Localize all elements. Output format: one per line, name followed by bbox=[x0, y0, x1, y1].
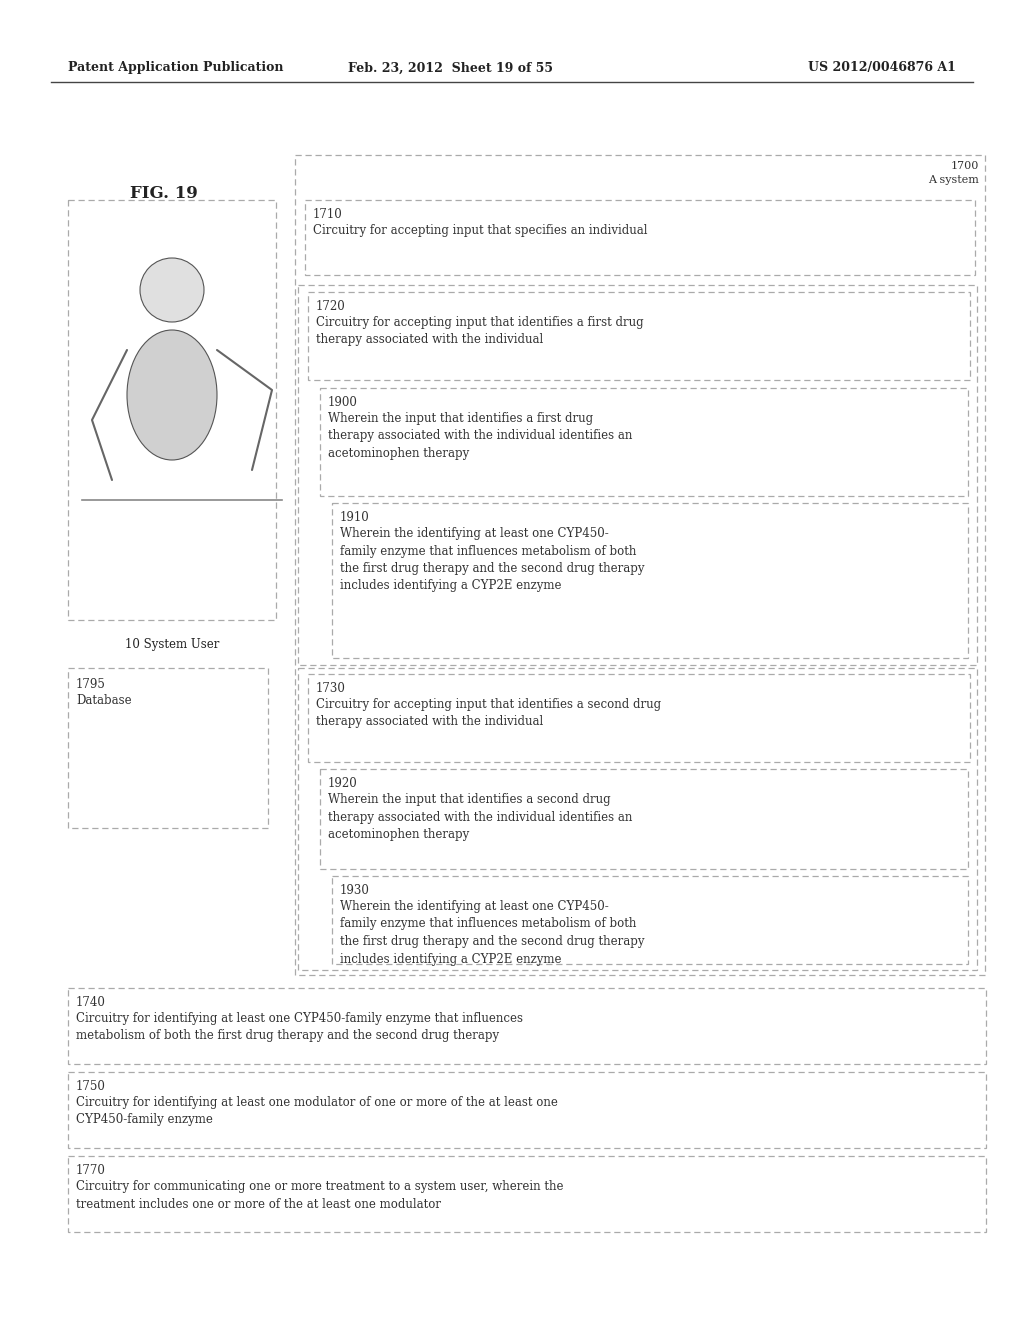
Bar bbox=[68, 987, 986, 1064]
Text: 1720: 1720 bbox=[316, 300, 346, 313]
Text: Circuitry for communicating one or more treatment to a system user, wherein the
: Circuitry for communicating one or more … bbox=[76, 1180, 563, 1210]
Text: Wherein the identifying at least one CYP450-
family enzyme that influences metab: Wherein the identifying at least one CYP… bbox=[340, 527, 644, 593]
Text: 1730: 1730 bbox=[316, 682, 346, 696]
Text: Circuitry for identifying at least one CYP450-family enzyme that influences
meta: Circuitry for identifying at least one C… bbox=[76, 1012, 523, 1043]
Ellipse shape bbox=[127, 330, 217, 459]
Text: 1920: 1920 bbox=[328, 777, 357, 789]
Text: Feb. 23, 2012  Sheet 19 of 55: Feb. 23, 2012 Sheet 19 of 55 bbox=[348, 62, 553, 74]
Text: Circuitry for identifying at least one modulator of one or more of the at least : Circuitry for identifying at least one m… bbox=[76, 1096, 558, 1126]
Bar bbox=[319, 770, 968, 869]
Text: Wherein the input that identifies a first drug
therapy associated with the indiv: Wherein the input that identifies a firs… bbox=[328, 412, 633, 459]
Bar bbox=[298, 668, 977, 970]
Text: 1910: 1910 bbox=[340, 511, 370, 524]
Bar bbox=[68, 1156, 986, 1232]
Text: Circuitry for accepting input that identifies a second drug
therapy associated w: Circuitry for accepting input that ident… bbox=[316, 698, 662, 729]
Bar bbox=[295, 154, 985, 975]
Bar bbox=[308, 292, 970, 380]
Bar bbox=[319, 388, 968, 496]
Bar bbox=[308, 675, 970, 762]
Bar bbox=[305, 201, 975, 275]
Text: A system: A system bbox=[928, 176, 979, 185]
Text: US 2012/0046876 A1: US 2012/0046876 A1 bbox=[808, 62, 956, 74]
Text: Wherein the input that identifies a second drug
therapy associated with the indi: Wherein the input that identifies a seco… bbox=[328, 793, 633, 841]
Bar bbox=[298, 285, 977, 665]
Text: Patent Application Publication: Patent Application Publication bbox=[68, 62, 284, 74]
Text: Circuitry for accepting input that identifies a first drug
therapy associated wi: Circuitry for accepting input that ident… bbox=[316, 315, 644, 346]
Text: 1710: 1710 bbox=[313, 209, 343, 220]
Bar bbox=[68, 668, 268, 828]
Bar bbox=[68, 201, 276, 620]
Bar bbox=[68, 1072, 986, 1148]
Text: 1900: 1900 bbox=[328, 396, 357, 409]
Text: 1750: 1750 bbox=[76, 1080, 105, 1093]
Text: 1700: 1700 bbox=[950, 161, 979, 172]
Bar bbox=[332, 503, 968, 657]
Text: 1795: 1795 bbox=[76, 678, 105, 690]
Text: 10 System User: 10 System User bbox=[125, 638, 219, 651]
Bar bbox=[332, 876, 968, 964]
Text: Wherein the identifying at least one CYP450-
family enzyme that influences metab: Wherein the identifying at least one CYP… bbox=[340, 900, 644, 965]
Circle shape bbox=[140, 257, 204, 322]
Text: 1740: 1740 bbox=[76, 997, 105, 1008]
Text: 1770: 1770 bbox=[76, 1164, 105, 1177]
Text: 1930: 1930 bbox=[340, 884, 370, 898]
Text: Database: Database bbox=[76, 694, 132, 708]
Text: FIG. 19: FIG. 19 bbox=[130, 185, 198, 202]
Text: Circuitry for accepting input that specifies an individual: Circuitry for accepting input that speci… bbox=[313, 224, 647, 238]
